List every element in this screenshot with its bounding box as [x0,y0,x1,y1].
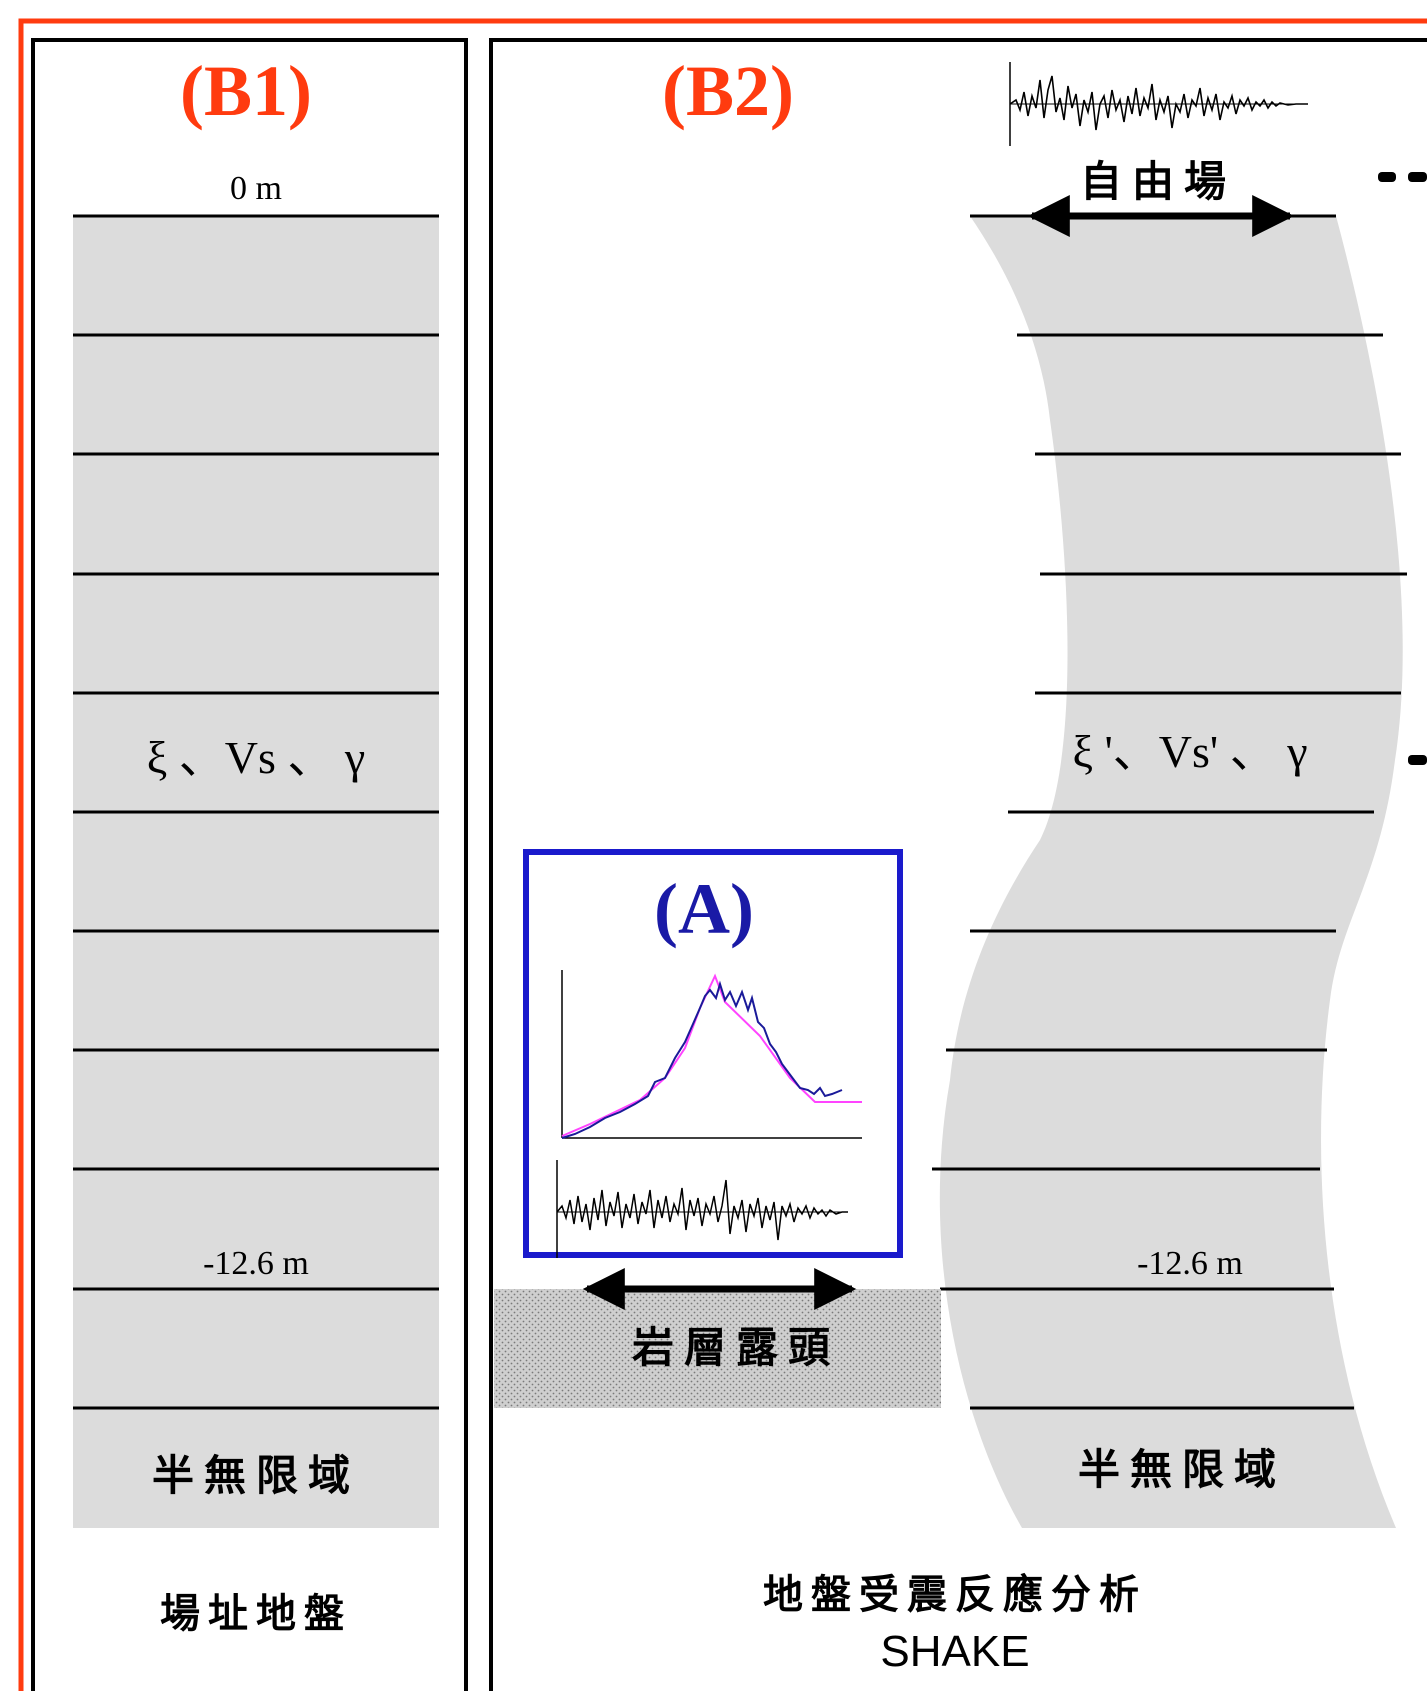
matched-spectrum [561,980,843,1139]
b2-halfspace-label: 半無限域 [1078,1445,1286,1494]
b2-params-label: ξ '、Vs' 、 γ [1072,726,1307,777]
box-a-border [523,849,903,1258]
b1-layer-lines [73,214,439,1410]
panel-b2-border [489,38,1427,1691]
b2-bottom-depth-label: -12.6 m [1137,1245,1243,1282]
b1-soil-column [73,216,439,1528]
panel-b2-tag: (B2) [662,51,794,131]
b2-soil-column [939,216,1403,1528]
b1-params-label: ξ 、Vs 、 γ [147,732,365,783]
outer-frame [18,18,1427,1691]
b1-halfspace-label: 半無限域 [152,1451,360,1500]
outcrop-label: 岩層露頭 [632,1323,840,1372]
b1-top-depth-label: 0 m [230,170,282,207]
b2-caption-line1: 地盤受震反應分析 [763,1572,1147,1618]
b1-caption: 場址地盤 [160,1591,352,1637]
free-field-label: 自由場 [1080,157,1236,206]
box-a: (A) [523,849,903,1258]
panel-b1-tag: (B1) [180,51,312,131]
box-a-tag: (A) [654,869,754,949]
b2-caption-line2: SHAKE [880,1627,1029,1676]
input-motion-waveform [556,1160,848,1258]
free-field-waveform [1009,62,1308,146]
b1-bottom-depth-label: -12.6 m [203,1245,309,1282]
panel-b2: (B2) 自由場 [489,38,1427,1691]
b2-edge-marks [1378,172,1427,765]
panel-b1: (B1) 0 m ξ 、Vs 、 γ -12.6 m 半無限域 場址地盤 [31,38,468,1691]
spectrum-plot [561,970,862,1139]
panel-b1-border [31,38,468,1691]
